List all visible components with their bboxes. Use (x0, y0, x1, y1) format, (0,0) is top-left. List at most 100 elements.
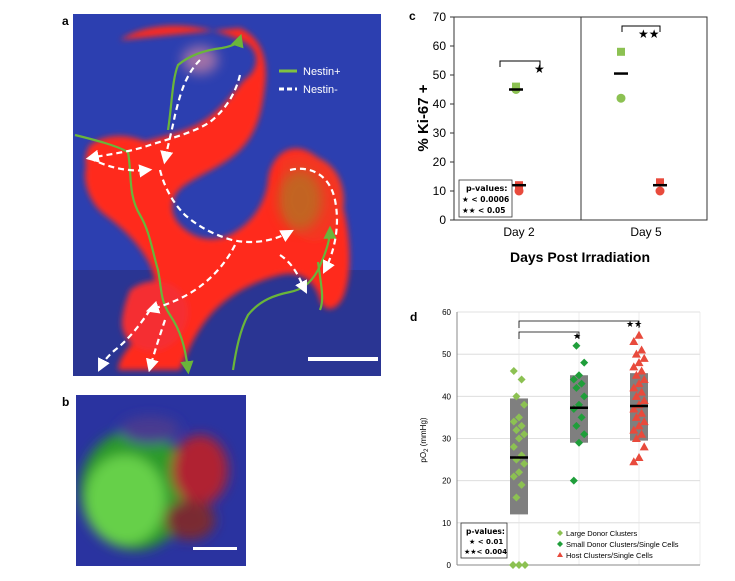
chart-d-point-diamond (577, 379, 586, 388)
chart-d-point-triangle (634, 330, 644, 339)
chart-d-star-single: ★ (573, 332, 581, 342)
chart-d-point-triangle (639, 374, 649, 383)
chart-d-ytick-label: 0 (447, 561, 452, 570)
chart-d-star-double: ★★ (626, 320, 642, 330)
chart-d-point-triangle (634, 452, 644, 461)
nestin-positive-paths (74, 33, 337, 375)
chart-c-point-square (656, 178, 664, 187)
chart-d-point-diamond (509, 417, 518, 426)
chart-d-point-diamond (509, 442, 518, 451)
chart-d-point-diamond (575, 371, 583, 380)
chart-d-point-diamond (515, 413, 523, 422)
chart-d-point-diamond (509, 367, 518, 376)
chart-d-ytick-label: 50 (442, 350, 451, 359)
scale-bar-a (308, 357, 378, 361)
chart-d-point-diamond (575, 438, 583, 447)
chart-d-point-triangle (639, 396, 649, 405)
chart-c-pvalue-title: p-values: (466, 184, 507, 193)
chart-d-point-diamond (515, 561, 523, 569)
chart-d-ytick-label: 30 (442, 435, 451, 444)
chart-d-point-triangle (639, 353, 649, 362)
chart-d-point-diamond (580, 392, 589, 401)
chart-d-point-diamond (580, 430, 589, 439)
chart-c-star-day2: ★ (534, 62, 545, 76)
chart-c-xtick-day2: Day 2 (503, 225, 535, 239)
chart-d-point-triangle (629, 383, 639, 392)
chart-d-point-diamond (509, 561, 517, 569)
chart-c-point-circle (616, 93, 626, 103)
chart-d-point-diamond (520, 400, 529, 409)
legend-d-marker-large (557, 530, 563, 536)
chart-d-point-diamond (572, 421, 581, 430)
chart-d-point-triangle (634, 421, 644, 430)
chart-d-point-diamond (512, 426, 521, 435)
chart-d-pvalue-box (460, 522, 508, 559)
chart-d-point-triangle (629, 337, 639, 346)
chart-d-point-diamond (572, 383, 581, 392)
chart-c-point-square (617, 47, 625, 56)
chart-d-point-diamond (569, 375, 578, 384)
legend-d-marker-small (557, 541, 563, 547)
chart-d-point-diamond (572, 341, 581, 350)
legend-d-label-host: Host Clusters/Single Cells (566, 551, 653, 560)
chart-d-point-diamond (569, 476, 578, 485)
chart-d-point-diamond (515, 468, 523, 477)
chart-d-point-triangle (631, 412, 641, 421)
chart-d-ytick-label: 20 (442, 477, 451, 486)
chart-d-point-triangle (631, 370, 641, 379)
chart-d-ytick-label: 60 (442, 308, 451, 317)
chart-d-point-diamond (521, 561, 529, 569)
chart-d-point-diamond (580, 358, 589, 367)
chart-d-point-diamond (520, 430, 529, 439)
chart-d-point-diamond (517, 480, 526, 489)
chart-d-pvalue-line2: ★★< 0.004 (464, 548, 507, 556)
chart-d-ytick-label: 40 (442, 392, 451, 401)
chart-c-ytick-label: 50 (433, 68, 447, 82)
chart-d-point-diamond (515, 434, 523, 443)
chart-d-point-diamond (512, 493, 521, 502)
chart-c-pvalue-line1: ★ < 0.0006 (462, 195, 509, 204)
panel-b-micrograph (76, 395, 246, 566)
chart-d-point-triangle (629, 425, 639, 434)
panel-c-letter: c (409, 9, 416, 23)
chart-d-point-triangle (631, 391, 641, 400)
chart-d-point-triangle (639, 417, 649, 426)
chart-c-significance (499, 25, 661, 67)
chart-d-point-triangle (637, 366, 647, 375)
chart-c-xtick-day5: Day 5 (630, 225, 662, 239)
chart-d-ylabel: pO2 (mmHg) (419, 417, 430, 462)
chart-c-ytick-label: 0 (439, 213, 446, 227)
chart-d-legend: Large Donor Clusters Small Donor Cluster… (557, 529, 679, 560)
chart-d-pvalue-title: p-values: (466, 527, 505, 536)
nestin-negative-paths (85, 59, 339, 373)
legend-d-marker-host (557, 552, 563, 557)
chart-d-point-triangle (631, 349, 641, 358)
chart-d-point-triangle (637, 387, 647, 396)
chart-d-point-triangle (629, 457, 639, 466)
chart-d-significance (518, 320, 640, 339)
chart-d-point-triangle (634, 379, 644, 388)
chart-d-point-diamond (517, 375, 526, 384)
panel-b-letter: b (62, 395, 70, 409)
chart-c-pvalue-line2: ★★ < 0.05 (462, 206, 505, 215)
chart-d-point-diamond (512, 392, 521, 401)
legend-d-label-large: Large Donor Clusters (566, 529, 638, 538)
chart-d-point-diamond (520, 459, 529, 468)
chart-c-ytick-label: 30 (433, 126, 447, 140)
scale-bar-b (193, 547, 237, 550)
chart-c-ytick-label: 10 (433, 184, 447, 198)
chart-c-point-circle (514, 186, 524, 196)
chart-d-pvalue-line1: ★ < 0.01 (469, 538, 503, 546)
chart-d-ytick-label: 10 (442, 519, 451, 528)
chart-c-ylabel: % Ki-67 + (415, 84, 432, 151)
chart-d-point-diamond (509, 472, 518, 481)
chart-c-ytick-label: 20 (433, 155, 447, 169)
chart-d-point-triangle (629, 362, 639, 371)
chart-c-point-circle (655, 186, 665, 196)
legend-a-nestin-neg-label: Nestin- (303, 84, 338, 96)
chart-d-point-triangle (629, 404, 639, 413)
chart-d-point-triangle (639, 442, 649, 451)
